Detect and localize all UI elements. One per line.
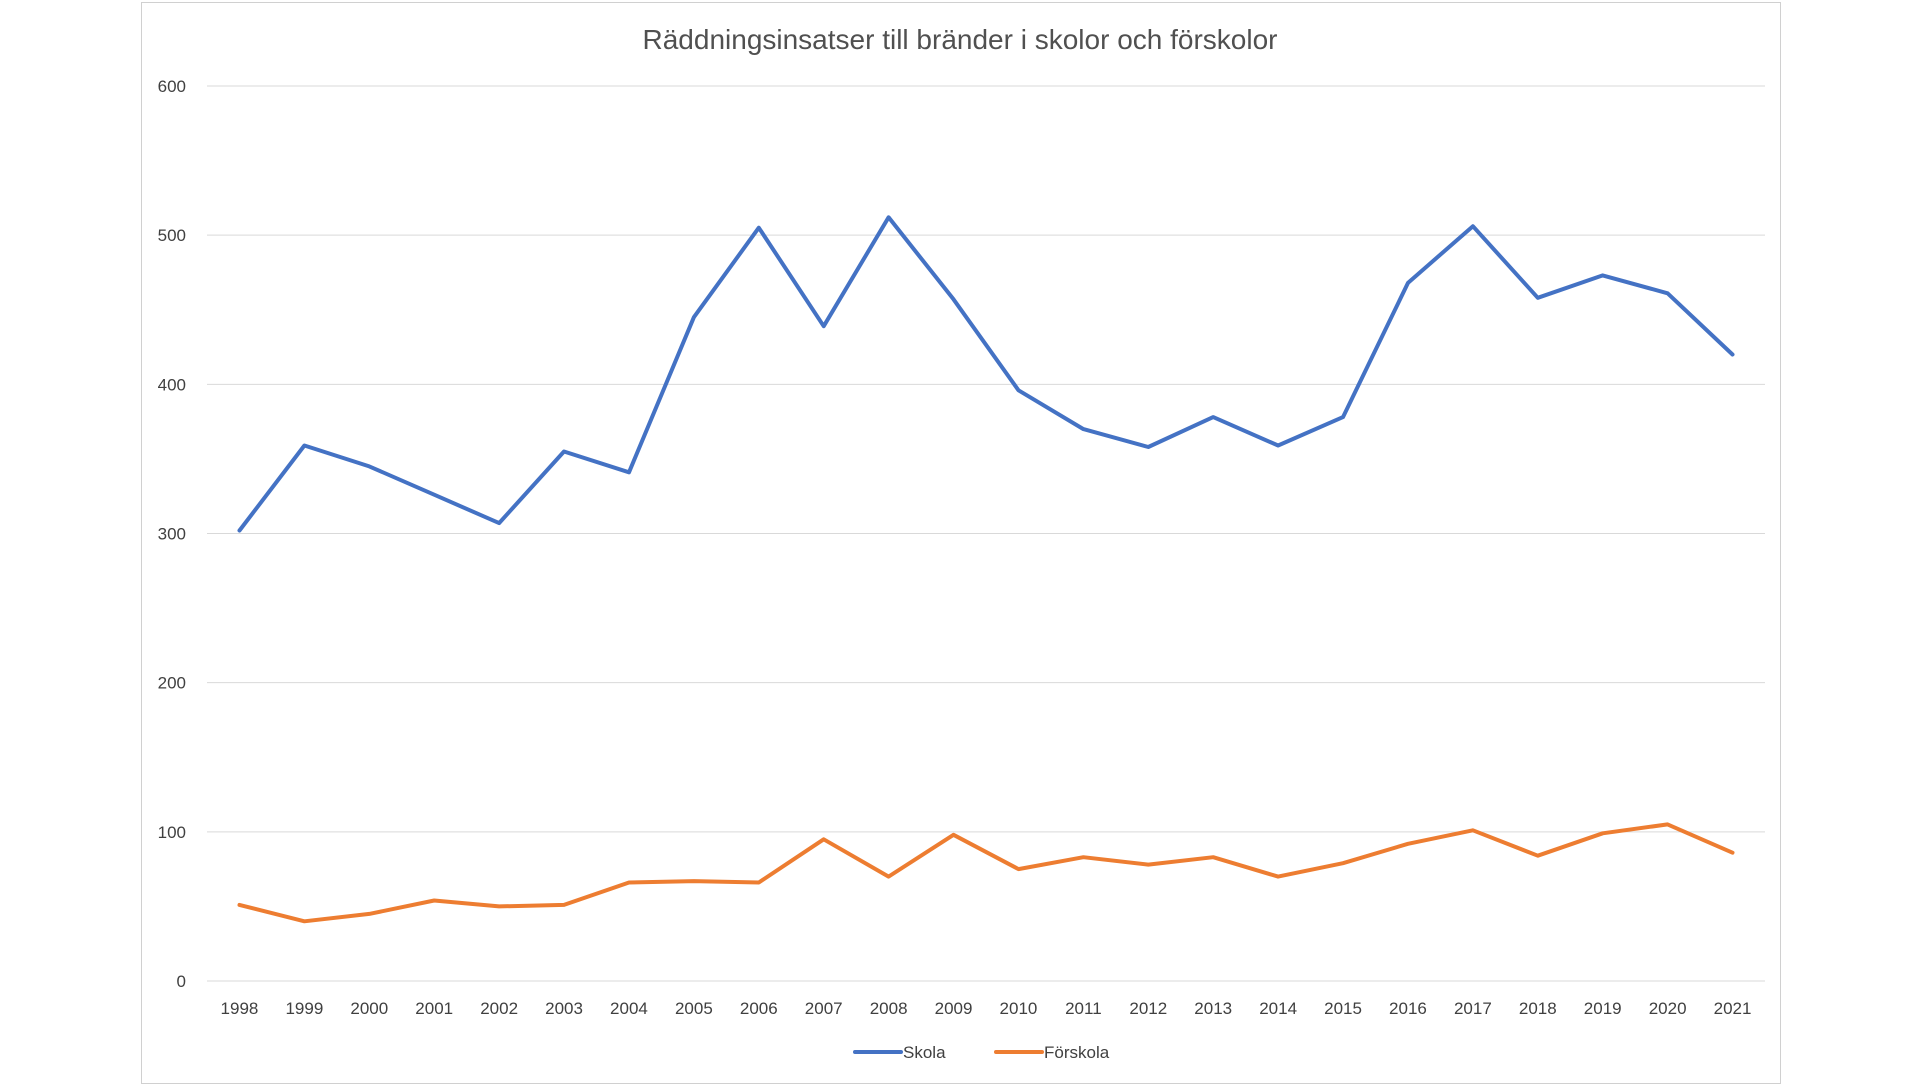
y-tick-label: 500 — [158, 226, 186, 245]
x-axis-ticks: 1998 1999 2000 2001 2002 2003 2004 2005 2006 2007… — [221, 999, 1752, 1018]
x-tick-label: 2009 — [935, 999, 973, 1018]
x-tick-label: 2010 — [1000, 999, 1038, 1018]
y-tick-label: 600 — [158, 77, 186, 96]
chart-title: Räddningsinsatser till bränder i skolor … — [643, 24, 1278, 55]
series-line-skola — [237, 215, 1735, 533]
x-tick-label: 2007 — [805, 999, 843, 1018]
x-tick-label: 2017 — [1454, 999, 1492, 1018]
x-tick-label: 2013 — [1194, 999, 1232, 1018]
x-tick-label: 2016 — [1389, 999, 1427, 1018]
x-tick-label: 2020 — [1649, 999, 1687, 1018]
x-tick-label: 2005 — [675, 999, 713, 1018]
y-tick-label: 200 — [158, 674, 186, 693]
x-tick-label: 1999 — [285, 999, 323, 1018]
x-tick-label: 2000 — [350, 999, 388, 1018]
y-axis-ticks: 0 100 200 300 400 500 600 — [158, 77, 186, 991]
x-tick-label: 2008 — [870, 999, 908, 1018]
x-tick-label: 2006 — [740, 999, 778, 1018]
x-tick-label: 2018 — [1519, 999, 1557, 1018]
x-tick-label: 2004 — [610, 999, 648, 1018]
x-tick-label: 2002 — [480, 999, 518, 1018]
series-lines — [237, 215, 1735, 924]
x-tick-label: 2012 — [1129, 999, 1167, 1018]
x-tick-label: 2001 — [415, 999, 453, 1018]
legend-label: Skola — [903, 1043, 946, 1062]
y-tick-label: 100 — [158, 823, 186, 842]
x-tick-label: 2015 — [1324, 999, 1362, 1018]
x-tick-label: 2019 — [1584, 999, 1622, 1018]
series-line-förskola — [237, 822, 1735, 924]
y-tick-label: 400 — [158, 375, 186, 394]
y-tick-label: 0 — [177, 972, 186, 991]
legend-label: Förskola — [1044, 1043, 1110, 1062]
x-tick-label: 2011 — [1065, 999, 1102, 1018]
x-tick-label: 2021 — [1714, 999, 1752, 1018]
legend: Skola Förskola — [853, 1043, 1110, 1062]
y-tick-label: 300 — [158, 525, 186, 544]
x-tick-label: 1998 — [221, 999, 259, 1018]
x-tick-label: 2003 — [545, 999, 583, 1018]
x-tick-label: 2014 — [1259, 999, 1297, 1018]
grid-lines — [207, 85, 1765, 982]
